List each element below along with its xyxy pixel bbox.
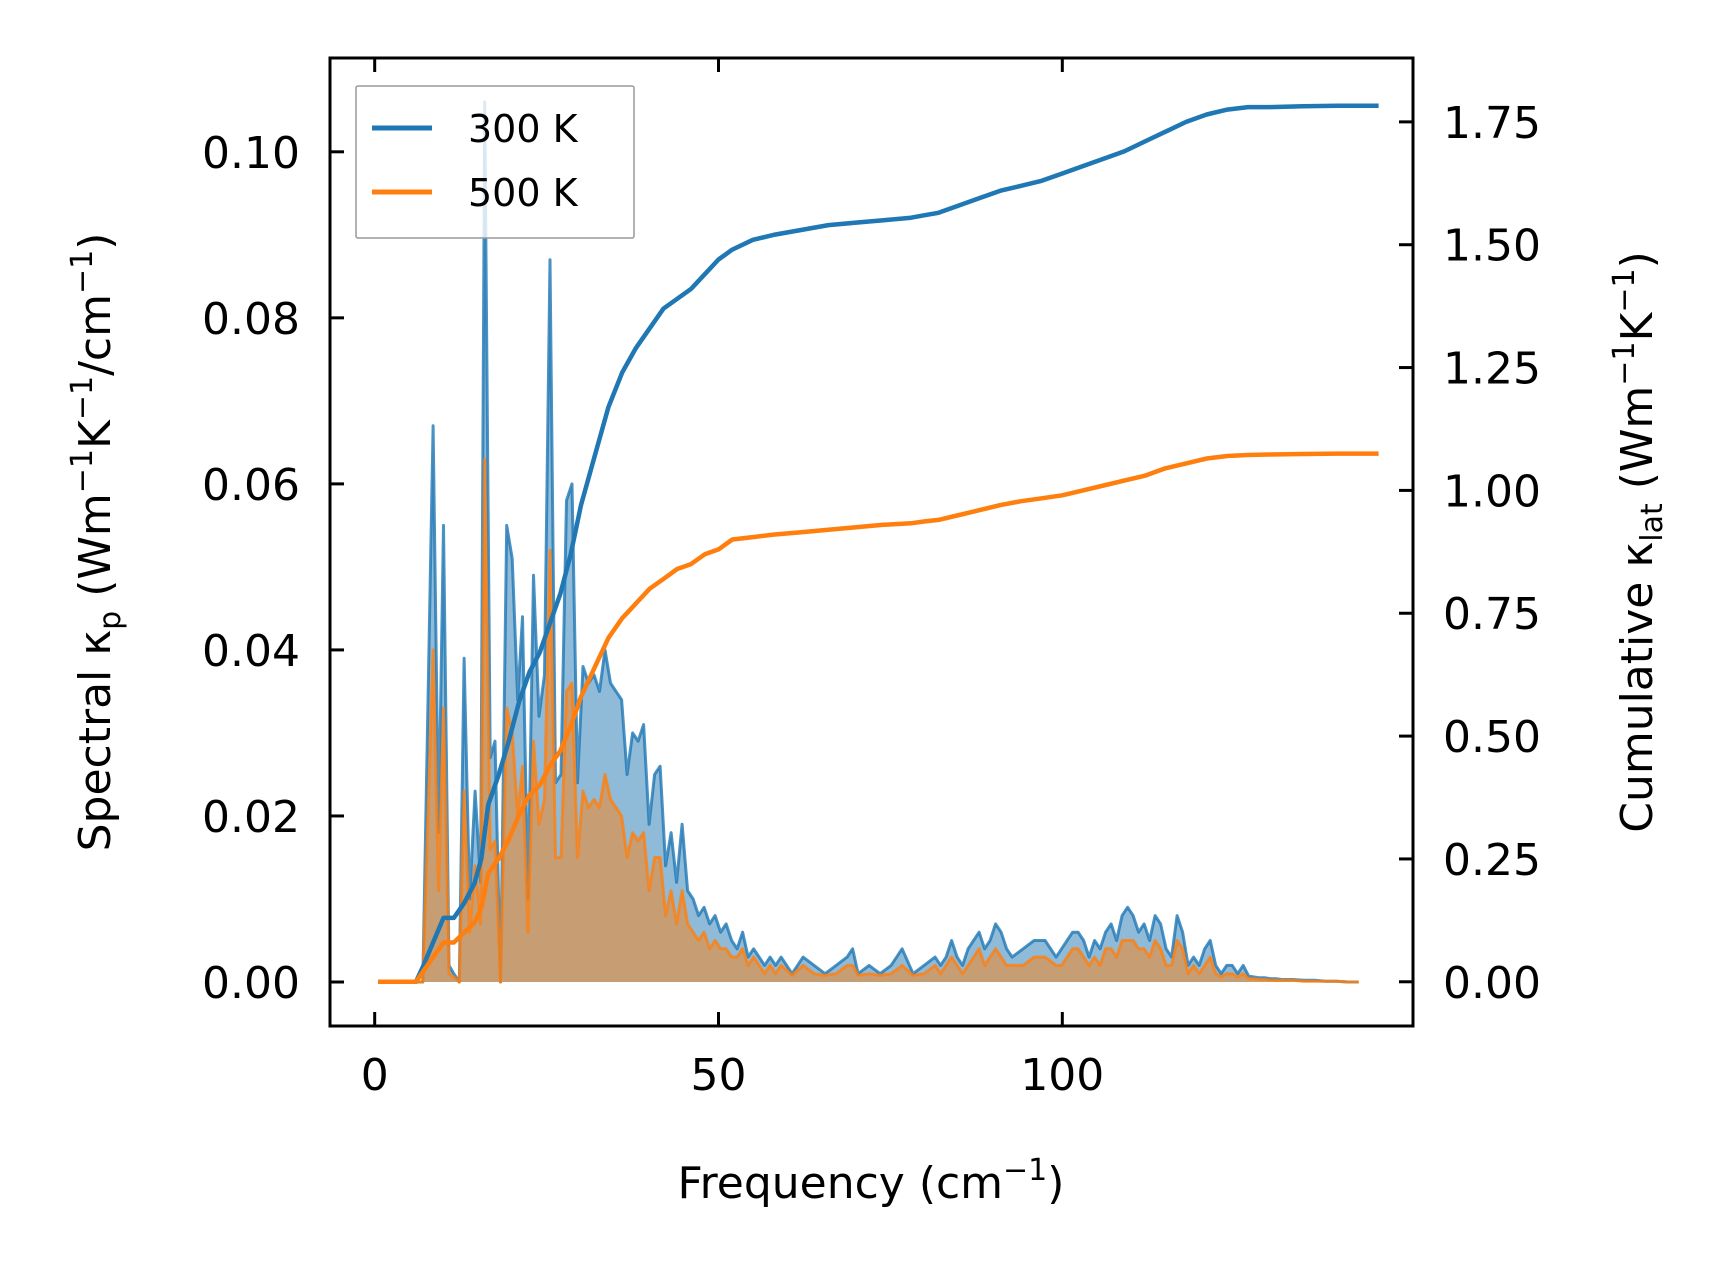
left-y-label-k: K: [70, 419, 121, 449]
right-y-tick-label: 1.25: [1443, 344, 1541, 395]
cumulative-line-500k: [378, 451, 1379, 985]
left-y-tick-label: 0.06: [202, 460, 300, 511]
right-y-tick-label: 0.00: [1443, 958, 1541, 1009]
right-y-tick-label: 1.75: [1443, 98, 1541, 149]
left-y-label-close: ): [70, 233, 121, 250]
right-y-tick-label: 1.00: [1443, 466, 1541, 517]
x-axis-label-close: ): [1047, 1158, 1064, 1209]
left-y-label-sub: p: [93, 611, 128, 630]
right-y-label-units: (Wm: [1612, 386, 1663, 504]
spectral-area-300k: [378, 102, 1359, 982]
right-y-tick-label: 0.50: [1443, 712, 1541, 763]
left-y-tick-label: 0.08: [202, 294, 300, 345]
left-y-tick-label: 0.02: [202, 792, 300, 843]
right-y-label-sup2: −1: [1607, 268, 1642, 312]
x-axis-label-sup: −1: [1003, 1153, 1047, 1188]
legend-box: [355, 85, 635, 239]
x-tick-label: 100: [1020, 1050, 1104, 1101]
left-y-tick-label: 0.04: [202, 626, 300, 677]
x-tick-label: 0: [361, 1050, 389, 1101]
left-y-tick-label: 0.00: [202, 958, 300, 1009]
left-y-label-main: Spectral κ: [70, 630, 121, 852]
left-y-label-cm: /cm: [70, 294, 121, 376]
spectral-area-500k: [378, 459, 1359, 982]
x-axis-label-main: Frequency (cm: [678, 1158, 1004, 1209]
right-y-label-sub: lat: [1635, 503, 1670, 542]
right-y-tick-label: 0.75: [1443, 589, 1541, 640]
left-y-axis-ticks: 0.00 0.02 0.04 0.06 0.08 0.10: [202, 128, 344, 1009]
x-axis-ticks: 0 50 100: [361, 58, 1104, 1101]
plot-frame: [328, 56, 1415, 1028]
left-y-tick-label: 0.10: [202, 128, 300, 179]
left-y-label-sup1: −1: [65, 449, 100, 493]
spectral-outline-300k: [378, 100, 1359, 984]
left-y-label-sup2: −1: [65, 376, 100, 420]
left-y-axis-label: Spectral κp (Wm−1K−1/cm−1): [65, 233, 128, 852]
legend-label-500k: 500 K: [468, 171, 579, 215]
right-y-label-sup1: −1: [1607, 341, 1642, 385]
left-y-label-sup3: −1: [65, 250, 100, 294]
right-y-label-main: Cumulative κ: [1612, 542, 1663, 833]
right-y-tick-label: 0.25: [1443, 835, 1541, 886]
x-tick-label: 50: [691, 1050, 747, 1101]
right-y-axis-label: Cumulative κlat (Wm−1K−1): [1607, 251, 1670, 833]
right-y-axis-ticks: 0.00 0.25 0.50 0.75 1.00 1.25 1.50 1.75: [1399, 98, 1541, 1009]
right-y-tick-label: 1.50: [1443, 221, 1541, 272]
right-y-label-close: ): [1612, 251, 1663, 268]
x-axis-label: Frequency (cm−1): [678, 1153, 1065, 1209]
legend: 300 K 500 K: [355, 85, 635, 239]
cumulative-line-300k: [378, 103, 1379, 985]
legend-label-300k: 300 K: [468, 107, 579, 151]
right-y-label-k: K: [1612, 311, 1663, 341]
cumulative-lines: [378, 103, 1379, 985]
left-y-label-units: (Wm: [70, 493, 121, 611]
